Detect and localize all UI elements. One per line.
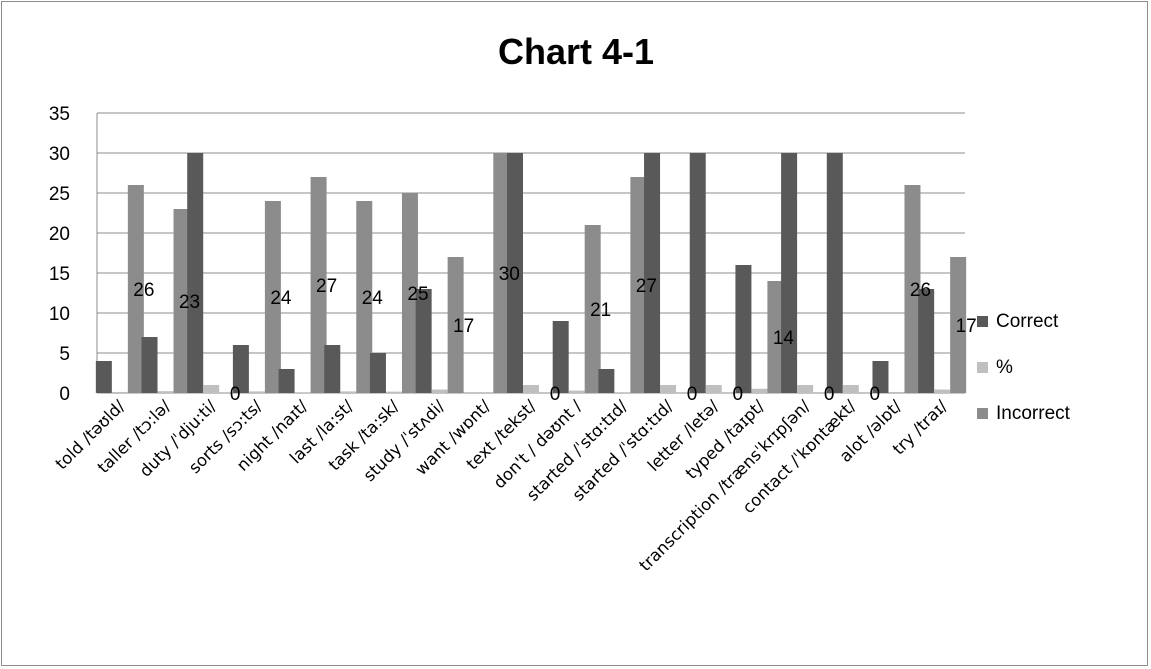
data-label: 0 xyxy=(550,384,561,405)
bar-pct-0 xyxy=(111,391,128,393)
legend-swatch-0 xyxy=(977,316,988,327)
bar-correct-14 xyxy=(735,265,752,393)
y-tick-label: 35 xyxy=(49,104,70,125)
bar-pct-15 xyxy=(797,385,814,393)
bar-incorrect-3 xyxy=(264,201,281,393)
bar-pct-13 xyxy=(705,385,722,393)
bar-pct-4 xyxy=(294,392,311,393)
bar-correct-2 xyxy=(187,153,204,393)
data-label: 27 xyxy=(636,276,657,297)
bar-pct-6 xyxy=(385,391,402,393)
y-tick-label: 25 xyxy=(49,184,70,205)
bar-pct-18 xyxy=(934,389,951,393)
legend-label-0: Correct xyxy=(996,311,1059,332)
data-label: 14 xyxy=(773,328,795,349)
bars xyxy=(95,153,967,393)
bar-pct-7 xyxy=(431,389,448,393)
bar-incorrect-5 xyxy=(356,201,373,393)
data-label: 26 xyxy=(910,280,931,301)
bar-incorrect-14 xyxy=(767,281,784,393)
data-label: 0 xyxy=(230,384,241,405)
bar-correct-12 xyxy=(644,153,661,393)
y-tick-label: 20 xyxy=(49,224,70,245)
legend: Correct% Incorrect xyxy=(977,311,1071,424)
bar-correct-9 xyxy=(507,153,523,393)
legend-label-1: % xyxy=(996,357,1013,378)
data-label: 26 xyxy=(133,280,154,301)
legend-label-2: Incorrect xyxy=(996,403,1071,424)
bar-correct-1 xyxy=(141,337,158,393)
legend-swatch-2 xyxy=(977,408,988,419)
bar-correct-3 xyxy=(232,345,249,393)
data-label: 21 xyxy=(590,300,611,321)
data-label: 0 xyxy=(824,384,835,405)
bar-correct-16 xyxy=(826,153,843,393)
data-label: 0 xyxy=(870,384,881,405)
data-label: 25 xyxy=(407,284,428,305)
bar-pct-3 xyxy=(248,391,265,393)
bar-pct-5 xyxy=(340,391,357,393)
data-label: 27 xyxy=(316,276,337,297)
bar-correct-0 xyxy=(95,361,112,393)
bar-pct-2 xyxy=(203,385,220,393)
x-axis-labels: told /təʊld/taller /tɔ:lə/duty /ˈdju:ti/… xyxy=(52,396,952,575)
bar-incorrect-6 xyxy=(401,193,418,393)
bar-correct-13 xyxy=(689,153,706,393)
bar-pct-9 xyxy=(523,385,539,393)
bar-pct-14 xyxy=(751,388,768,393)
data-labels: 26 23 0 24 27 24 25 17 30 0 21 27 0 0 14 0 0 26 17 xyxy=(133,264,976,405)
bar-correct-4 xyxy=(278,369,295,393)
bar-pct-1 xyxy=(157,391,174,393)
data-label: 0 xyxy=(732,384,743,405)
bar-incorrect-8 xyxy=(493,153,510,393)
y-tick-label: 0 xyxy=(59,384,70,405)
bar-incorrect-18 xyxy=(950,257,967,393)
bar-incorrect-10 xyxy=(584,225,601,393)
bar-correct-18 xyxy=(918,289,935,393)
data-label: 24 xyxy=(270,288,292,309)
bar-correct-17 xyxy=(872,361,889,393)
bar-incorrect-1 xyxy=(173,209,190,393)
data-label: 30 xyxy=(499,264,520,285)
data-label: 23 xyxy=(179,292,200,313)
bar-pct-12 xyxy=(660,385,677,393)
data-label: 17 xyxy=(956,316,977,337)
bar-pct-16 xyxy=(842,385,859,393)
data-label: 17 xyxy=(453,316,474,337)
data-label: 24 xyxy=(362,288,384,309)
bar-correct-6 xyxy=(369,353,386,393)
chart-title: Chart 4-1 xyxy=(498,31,654,72)
bar-incorrect-0 xyxy=(127,185,144,393)
bar-correct-15 xyxy=(781,153,798,393)
bar-correct-7 xyxy=(415,289,432,393)
y-tick-label: 5 xyxy=(59,344,70,365)
bar-incorrect-17 xyxy=(904,185,921,393)
y-tick-label: 15 xyxy=(49,264,70,285)
bar-correct-11 xyxy=(598,369,615,393)
bar-pct-11 xyxy=(614,392,631,393)
x-category-label: typed /taɪpt/ xyxy=(682,396,769,483)
y-tick-label: 10 xyxy=(49,304,70,325)
bar-pct-17 xyxy=(888,391,905,393)
bar-correct-10 xyxy=(552,321,569,393)
bar-correct-5 xyxy=(324,345,341,393)
bar-pct-10 xyxy=(568,390,585,393)
bar-incorrect-11 xyxy=(630,177,647,393)
y-tick-label: 30 xyxy=(49,144,70,165)
legend-swatch-1 xyxy=(977,362,988,373)
bar-incorrect-7 xyxy=(447,257,464,393)
data-label: 0 xyxy=(687,384,698,405)
y-axis-ticks: 0 5 10 15 20 25 30 35 xyxy=(49,104,70,405)
bar-incorrect-4 xyxy=(310,177,327,393)
